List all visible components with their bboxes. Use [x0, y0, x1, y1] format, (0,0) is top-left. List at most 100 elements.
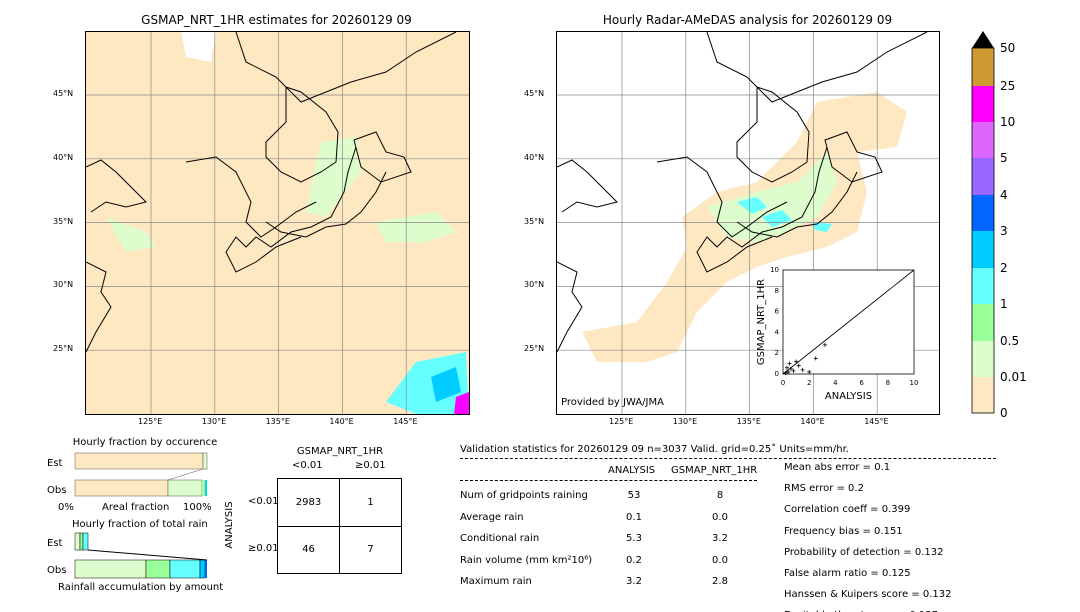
- stats-header: Validation statistics for 20260129 09 n=…: [460, 444, 849, 455]
- est-label-2: Est: [47, 538, 63, 549]
- cell-00: 2983: [295, 497, 322, 508]
- score-line: False alarm ratio = 0.125: [784, 568, 911, 579]
- score-line: Correlation coeff = 0.399: [784, 504, 911, 516]
- colorbar-label: 4: [1000, 188, 1008, 202]
- obs-label: Obs: [47, 485, 66, 496]
- scatter-point: [813, 356, 818, 361]
- lon-tick: 130°E: [672, 417, 698, 426]
- y-tick: 10: [770, 266, 779, 274]
- tick-0: 0%: [58, 502, 74, 513]
- cell-01: 1: [367, 497, 374, 508]
- colorbar-label: 3: [1000, 224, 1008, 238]
- stat-a: 0.1: [626, 511, 642, 523]
- scatter-point: [807, 369, 812, 374]
- stat-a: 5.3: [626, 533, 642, 544]
- lat-tick: 25°N: [524, 344, 545, 354]
- colorbar-segment: [972, 86, 994, 122]
- x-tick: 8: [886, 379, 890, 387]
- x-tick: 2: [807, 379, 811, 387]
- lon-tick: 135°E: [265, 417, 290, 426]
- stat-label: Conditional rain: [460, 533, 540, 544]
- score-line: Hanssen & Kuipers score = 0.132: [784, 589, 952, 601]
- scatter-ylabel: GSMAP_NRT_1HR: [756, 279, 767, 365]
- lat-tick: 45°N: [524, 89, 545, 98]
- colorbar-label: 0: [1000, 406, 1008, 420]
- row-label-0: <0.01: [248, 496, 279, 507]
- scatter-xlabel: ANALYSIS: [825, 391, 872, 402]
- bar-obs-light: [167, 479, 203, 497]
- colorbar-label: 2: [1000, 261, 1008, 275]
- scatter-point: [796, 363, 801, 368]
- colorbar-segment: [972, 122, 994, 158]
- lat-tick: 25°N: [53, 344, 74, 354]
- accumulation-label: Rainfall accumulation by amount: [58, 582, 223, 593]
- stat-label: Num of gridpoints raining: [460, 490, 588, 501]
- colorbar-label: 0.01: [1000, 370, 1027, 384]
- col-gsmap: GSMAP_NRT_1HR: [671, 465, 758, 476]
- row-axis-label: ANALYSIS: [224, 501, 235, 549]
- row-label-1: ≥0.01: [248, 543, 279, 554]
- total-rain-title: Hourly fraction of total rain: [72, 519, 208, 530]
- obs-label-2: Obs: [47, 565, 66, 576]
- bar-obs-mid: [202, 480, 205, 496]
- stat-g: 3.2: [712, 533, 728, 544]
- left-map: [85, 31, 470, 415]
- scatter-point: [783, 370, 788, 375]
- scatter-point: [784, 365, 789, 370]
- colorbar-segment: [972, 231, 994, 268]
- y-tick: 2: [775, 349, 779, 357]
- score-line: Mean abs error = 0.1: [784, 462, 891, 473]
- left-map-title: GSMAP_NRT_1HR estimates for 20260129 09: [141, 13, 412, 27]
- lon-tick: 125°E: [609, 417, 634, 426]
- lat-tick: 40°N: [53, 152, 74, 162]
- scatter-point: [794, 359, 799, 364]
- colorbar-segment: [972, 341, 994, 377]
- coastline: [86, 32, 457, 353]
- score-line: RMS error = 0.2: [784, 483, 864, 495]
- y-tick: 0: [775, 370, 779, 378]
- lat-tick: 35°N: [53, 216, 74, 226]
- lat-tick: 30°N: [524, 280, 545, 290]
- colorbar: 50 25 10 5 4 3 2 1 0.5 0.01 0: [971, 31, 1027, 420]
- bar-est-dry: [74, 452, 204, 470]
- lon-tick: 145°E: [864, 417, 889, 426]
- stat-label: Maximum rain: [460, 576, 532, 587]
- colorbar-segment: [972, 377, 994, 413]
- stat-label: Rain volume (mm km²10⁶): [460, 554, 593, 566]
- lon-tick: 140°E: [329, 417, 354, 426]
- stat-g: 0.0: [712, 554, 728, 566]
- credit-text: Provided by JWA/JMA: [561, 397, 664, 408]
- lat-tick: 40°N: [524, 152, 545, 162]
- lon-tick: 125°E: [138, 417, 163, 426]
- y-tick: 6: [775, 308, 780, 316]
- colorbar-label: 25: [1000, 79, 1015, 93]
- y-tick: 8: [775, 287, 779, 295]
- contingency-table: 2983 1 46 7: [277, 478, 402, 574]
- stat-g: 0.0: [712, 511, 728, 523]
- fraction-bars: Est Obs 0% Areal fraction 100% Hourly fr…: [47, 452, 223, 593]
- colorbar-label: 1: [1000, 297, 1008, 311]
- areal-fraction-label: Areal fraction: [102, 502, 169, 513]
- colorbar-segment: [972, 158, 994, 195]
- x-tick: 4: [833, 379, 838, 387]
- x-tick: 0: [781, 379, 785, 387]
- cell-10: 46: [302, 544, 315, 555]
- bar-obs-dry: [74, 479, 169, 497]
- diagonal-line: [782, 269, 915, 375]
- lon-tick: 130°E: [201, 417, 227, 426]
- colorbar-segment: [972, 304, 994, 341]
- stat-g: 8: [716, 490, 724, 501]
- score-line: Equitable threat score = 0.127: [784, 610, 938, 612]
- col-label-0: <0.01: [292, 460, 323, 471]
- score-line: Probability of detection = 0.132: [784, 546, 944, 558]
- scatter-point: [788, 366, 793, 371]
- coastline: [557, 32, 928, 353]
- col-label-1: ≥0.01: [355, 460, 386, 471]
- lon-tick: 145°E: [393, 417, 418, 426]
- score-line: Frequency bias = 0.151: [784, 525, 903, 537]
- lat-tick: 35°N: [524, 216, 545, 226]
- colorbar-segment: [972, 195, 994, 231]
- colorbar-segment: [972, 48, 994, 86]
- contingency-title: GSMAP_NRT_1HR: [296, 446, 384, 457]
- bar-obs-heavy: [205, 480, 207, 496]
